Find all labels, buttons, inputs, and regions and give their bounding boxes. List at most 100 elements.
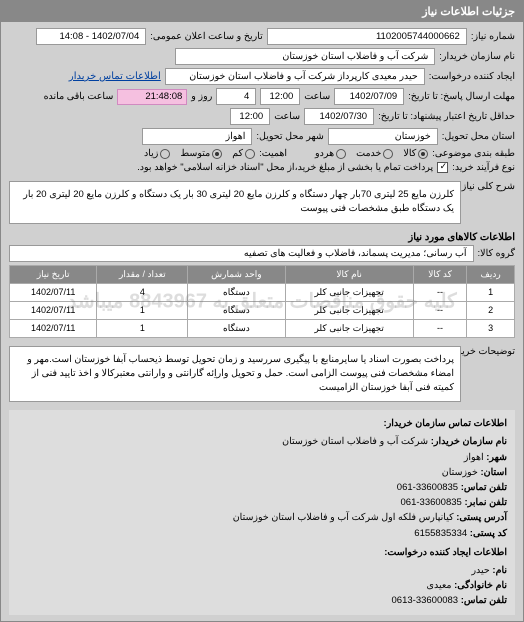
need-no-label: شماره نیاز: — [471, 31, 515, 42]
cell: 1 — [97, 319, 188, 337]
radio-both[interactable] — [336, 149, 346, 159]
req-phone: 33600083-0613 — [392, 595, 459, 606]
priority-label: طبقه بندی موضوعی: — [432, 148, 515, 159]
postal-addr: کیانپارس فلکه اول شرکت آب و فاضلاب استان… — [233, 512, 454, 523]
delivery-city-field: اهواز — [142, 128, 252, 145]
th-4: تعداد / مقدار — [97, 265, 188, 283]
req-phone-label: تلفن تماس: — [461, 595, 507, 606]
cell: 4 — [97, 283, 188, 301]
cell: 1 — [97, 301, 188, 319]
radio-service[interactable] — [383, 149, 393, 159]
th-1: کد کالا — [413, 265, 466, 283]
pay-type-label: نوع فرآیند خرید: — [452, 162, 515, 173]
province-label: استان: — [480, 467, 507, 478]
radio-low-label: کم — [232, 148, 243, 159]
panel-title: جزئیات اطلاعات نیاز — [1, 1, 523, 22]
cell: 1402/07/11 — [10, 319, 97, 337]
time-label-1: ساعت — [304, 91, 330, 102]
deadline-resp-time: 12:00 — [260, 88, 300, 105]
cell: تجهیزات جانبی کلر — [285, 319, 413, 337]
th-5: تاریخ نیاز — [10, 265, 97, 283]
org-name: شرکت آب و فاضلاب استان خوزستان — [282, 436, 428, 447]
radio-goods[interactable] — [418, 149, 428, 159]
city-label: شهر: — [486, 452, 507, 463]
importance-radios: کم متوسط زیاد — [144, 148, 255, 159]
delivery-city-label: شهر محل تحویل: — [256, 131, 323, 142]
table-row: 2 -- تجهیزات جانبی کلر دستگاه 1 1402/07/… — [10, 301, 515, 319]
delivery-prov-field: خوزستان — [328, 128, 438, 145]
goods-header: اطلاعات کالاهای مورد نیاز — [9, 232, 515, 243]
table-row: 1 -- تجهیزات جانبی کلر دستگاه 4 1402/07/… — [10, 283, 515, 301]
radio-service-label: خدمت — [356, 148, 381, 159]
cell: تجهیزات جانبی کلر — [285, 301, 413, 319]
postal-code-label: کد پستی: — [470, 528, 507, 539]
radio-goods-label: کالا — [403, 148, 416, 159]
remain-label: ساعت باقی مانده — [44, 91, 114, 102]
cell: 3 — [467, 319, 515, 337]
req-contact-header: اطلاعات ایجاد کننده درخواست: — [17, 545, 507, 560]
cell: دستگاه — [188, 283, 285, 301]
contact-block: اطلاعات تماس سازمان خریدار: نام سازمان خ… — [9, 410, 515, 614]
th-0: ردیف — [467, 265, 515, 283]
radio-mid[interactable] — [212, 149, 222, 159]
radio-mid-label: متوسط — [180, 148, 210, 159]
cell: 1402/07/11 — [10, 301, 97, 319]
phone-label: تلفن تماس: — [461, 482, 507, 493]
pay-checkbox-label: پرداخت تمام یا بخشی از مبلغ خرید،از محل … — [137, 162, 433, 173]
main-panel: جزئیات اطلاعات نیاز شماره نیاز: 11020057… — [0, 0, 524, 622]
cell: 1402/07/11 — [10, 283, 97, 301]
group-label: گروه کالا: — [478, 248, 515, 259]
contact-header: اطلاعات تماس سازمان خریدار: — [17, 416, 507, 431]
panel-body: شماره نیاز: 1102005744000662 تاریخ و ساع… — [1, 22, 523, 621]
phone: 33600835-061 — [397, 482, 458, 493]
announce-field: 1402/07/04 - 14:08 — [36, 28, 146, 45]
validity-time: 12:00 — [230, 108, 270, 125]
province: خوزستان — [442, 467, 478, 478]
validity-date: 1402/07/30 — [304, 108, 374, 125]
name-label: نام: — [492, 565, 507, 576]
goods-table: ردیف کد کالا نام کالا واحد شمارش تعداد /… — [9, 265, 515, 338]
lname-label: نام خانوادگی: — [454, 580, 507, 591]
need-no-field: 1102005744000662 — [267, 28, 467, 45]
cell: -- — [413, 283, 466, 301]
name: حیدر — [471, 565, 489, 576]
remain-time: 21:48:08 — [117, 89, 187, 105]
city: اهواز — [464, 452, 484, 463]
deadline-resp-label: مهلت ارسال پاسخ: تا تاریخ: — [408, 91, 515, 102]
fax-label: تلفن نمابر: — [464, 497, 507, 508]
radio-high[interactable] — [160, 149, 170, 159]
th-2: نام کالا — [285, 265, 413, 283]
validity-label: حداقل تاریخ اعتبار پیشنهاد: تا تاریخ: — [378, 111, 515, 122]
cell: دستگاه — [188, 319, 285, 337]
importance-label: اهمیت: — [259, 148, 287, 159]
radio-low[interactable] — [245, 149, 255, 159]
priority-radios: کالا خدمت هردو — [315, 148, 428, 159]
group-field: آب رسانی؛ مدیریت پسماند، فاضلاب و فعالیت… — [9, 245, 474, 262]
announce-label: تاریخ و ساعت اعلان عمومی: — [150, 31, 263, 42]
cell: 2 — [467, 301, 515, 319]
org-name-label: نام سازمان خریدار: — [431, 436, 507, 447]
cell: تجهیزات جانبی کلر — [285, 283, 413, 301]
postal-addr-label: آدرس پستی: — [456, 512, 507, 523]
requester-field: حیدر معیدی کارپرداز شرکت آب و فاضلاب است… — [165, 68, 425, 85]
buyer-name-label: نام سازمان خریدار: — [439, 51, 515, 62]
contact-link[interactable]: اطلاعات تماس خریدار — [69, 71, 161, 82]
days-label: روز و — [191, 91, 212, 102]
th-3: واحد شمارش — [188, 265, 285, 283]
radio-both-label: هردو — [315, 148, 334, 159]
lname: معیدی — [427, 580, 452, 591]
notes-label: توضیحات خریدار: — [465, 346, 515, 357]
requester-label: ایجاد کننده درخواست: — [429, 71, 515, 82]
desc-text: کلرزن مایع 25 لیتری 70بار چهار دستگاه و … — [9, 181, 461, 224]
radio-high-label: زیاد — [144, 148, 158, 159]
time-label-2: ساعت — [274, 111, 300, 122]
pay-checkbox[interactable] — [437, 162, 448, 173]
buyer-name-field: شرکت آب و فاضلاب استان خوزستان — [175, 48, 435, 65]
desc-label: شرح کلی نیاز: — [465, 181, 515, 192]
cell: -- — [413, 319, 466, 337]
deadline-resp-date: 1402/07/09 — [334, 88, 404, 105]
cell: -- — [413, 301, 466, 319]
notes-text: پرداخت بصورت اسناد یا سایرمنابع با پیگیر… — [9, 346, 461, 403]
postal-code: 6155835334 — [414, 528, 467, 539]
cell: دستگاه — [188, 301, 285, 319]
